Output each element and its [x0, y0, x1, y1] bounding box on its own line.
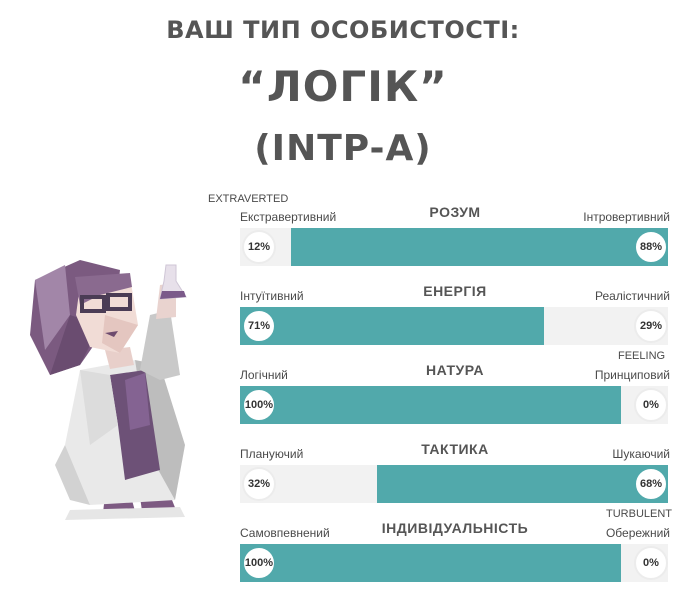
- trait-identity: ІНДИВІДУАЛЬНІСТЬ Самовпевнений Обережний…: [240, 516, 670, 586]
- trait-left-label: Інтуїтивний: [240, 289, 304, 303]
- trait-mind: РОЗУМ Екстравертивний Інтровертивний 12%…: [240, 200, 670, 270]
- trait-name: НАТУРА: [425, 362, 484, 378]
- trait-left-label: Самовпевнений: [240, 526, 330, 540]
- right-percent-badge: 88%: [634, 230, 668, 264]
- left-percent-badge: 71%: [242, 309, 276, 343]
- trait-right-label: Принциповий: [594, 368, 670, 382]
- trait-fill: [377, 465, 668, 503]
- trait-name: ІНДИВІДУАЛЬНІСТЬ: [381, 520, 529, 536]
- trait-name: ТАКТИКА: [421, 441, 489, 457]
- right-percent-badge: 68%: [634, 467, 668, 501]
- personality-type-code: (INTP-A): [254, 128, 432, 169]
- right-percent-badge: 0%: [634, 388, 668, 422]
- trait-track: [240, 544, 668, 582]
- trait-left-label: Плануючий: [240, 447, 304, 461]
- right-percent-badge: 0%: [634, 546, 668, 580]
- personality-type-name: “ЛОГІК”: [238, 62, 448, 111]
- trait-left-label: Екстравертивний: [240, 210, 337, 224]
- trait-right-label: Шукаючий: [612, 447, 670, 461]
- trait-fill: [240, 307, 544, 345]
- trait-fill: [291, 228, 668, 266]
- trait-nature: НАТУРА Логічний Принциповий 100% 0%: [240, 358, 670, 428]
- trait-name: ЕНЕРГІЯ: [423, 283, 487, 299]
- right-percent-badge: 29%: [634, 309, 668, 343]
- scientist-illustration-icon: [30, 260, 187, 520]
- trait-right-label: Інтровертивний: [583, 210, 670, 224]
- hint-turbulent: TURBULENT: [606, 508, 673, 520]
- trait-left-label: Логічний: [240, 368, 288, 382]
- left-percent-badge: 32%: [242, 467, 276, 501]
- left-percent-badge: 100%: [242, 546, 276, 580]
- trait-energy: ЕНЕРГІЯ Інтуїтивний Реалістичний 71% 29%: [240, 279, 670, 349]
- left-percent-badge: 100%: [242, 388, 276, 422]
- trait-right-label: Обережний: [605, 526, 670, 540]
- hint-extraverted: EXTRAVERTED: [208, 193, 289, 205]
- trait-name: РОЗУМ: [429, 204, 481, 220]
- page-title-prefix: ВАШ ТИП ОСОБИСТОСТІ:: [166, 16, 520, 44]
- trait-track: [240, 465, 668, 503]
- trait-right-label: Реалістичний: [595, 289, 670, 303]
- trait-fill: [240, 386, 621, 424]
- left-percent-badge: 12%: [242, 230, 276, 264]
- hint-feeling: FEELING: [618, 350, 666, 362]
- trait-track: [240, 228, 668, 266]
- trait-tactics: ТАКТИКА Плануючий Шукаючий 32% 68%: [240, 437, 670, 507]
- trait-fill: [240, 544, 621, 582]
- trait-track: [240, 386, 668, 424]
- trait-track: [240, 307, 668, 345]
